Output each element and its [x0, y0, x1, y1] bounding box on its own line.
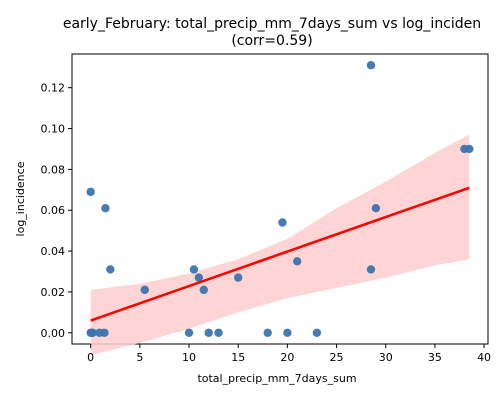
regression-line-layer	[90, 186, 470, 322]
y-tick-label: 0.10	[41, 123, 66, 136]
y-tick-label: 0.08	[41, 163, 66, 176]
data-point	[88, 328, 97, 337]
y-tick-label: 0.04	[41, 245, 66, 258]
y-tick-label: 0.00	[41, 327, 66, 340]
data-point	[184, 328, 194, 337]
data-point	[106, 265, 115, 274]
chart-title: early_February: total_precip_mm_7days_su…	[63, 16, 481, 32]
plot-frame	[71, 53, 489, 345]
y-tick-label: 0.02	[41, 286, 66, 299]
x-tick-label: 25	[330, 351, 344, 364]
chart-subtitle: (corr=0.59)	[231, 33, 312, 49]
confidence-band	[90, 134, 470, 356]
data-point	[204, 328, 213, 337]
data-point	[293, 257, 302, 266]
data-point	[101, 203, 110, 213]
x-tick-label: 5	[136, 351, 143, 364]
data-point	[263, 328, 272, 337]
data-point	[465, 144, 474, 154]
data-point	[371, 203, 381, 213]
x-axis-label: total_precip_mm_7days_sum	[197, 372, 356, 385]
data-point	[199, 285, 208, 295]
data-point	[86, 187, 95, 197]
x-axis-ticks: 0 5 10 15 20 25 30 35 40	[87, 344, 491, 364]
y-tick-label: 0.06	[41, 204, 66, 217]
x-tick-label: 20	[280, 351, 294, 364]
data-point	[312, 328, 322, 337]
data-point	[100, 328, 109, 337]
data-point	[189, 265, 199, 274]
regression-line	[90, 186, 470, 322]
data-point	[140, 285, 149, 295]
x-tick-label: 35	[428, 351, 442, 364]
x-tick-label: 0	[87, 351, 94, 364]
data-point	[278, 218, 287, 227]
data-point	[194, 273, 204, 282]
y-axis-label: log_incidence	[14, 161, 27, 236]
confidence-band-layer	[90, 134, 470, 356]
data-point	[214, 328, 223, 337]
points-layer	[86, 61, 474, 337]
y-axis-ticks: 0.00 0.02 0.04 0.06 0.08 0.10 0.12	[41, 82, 72, 340]
y-tick-label: 0.12	[41, 82, 66, 95]
x-tick-label: 10	[182, 351, 196, 364]
x-tick-label: 40	[477, 351, 491, 364]
data-point	[234, 273, 243, 282]
x-tick-label: 30	[379, 351, 393, 364]
data-point	[366, 61, 376, 70]
data-point	[283, 328, 292, 337]
x-tick-label: 15	[231, 351, 245, 364]
data-point	[366, 265, 376, 274]
